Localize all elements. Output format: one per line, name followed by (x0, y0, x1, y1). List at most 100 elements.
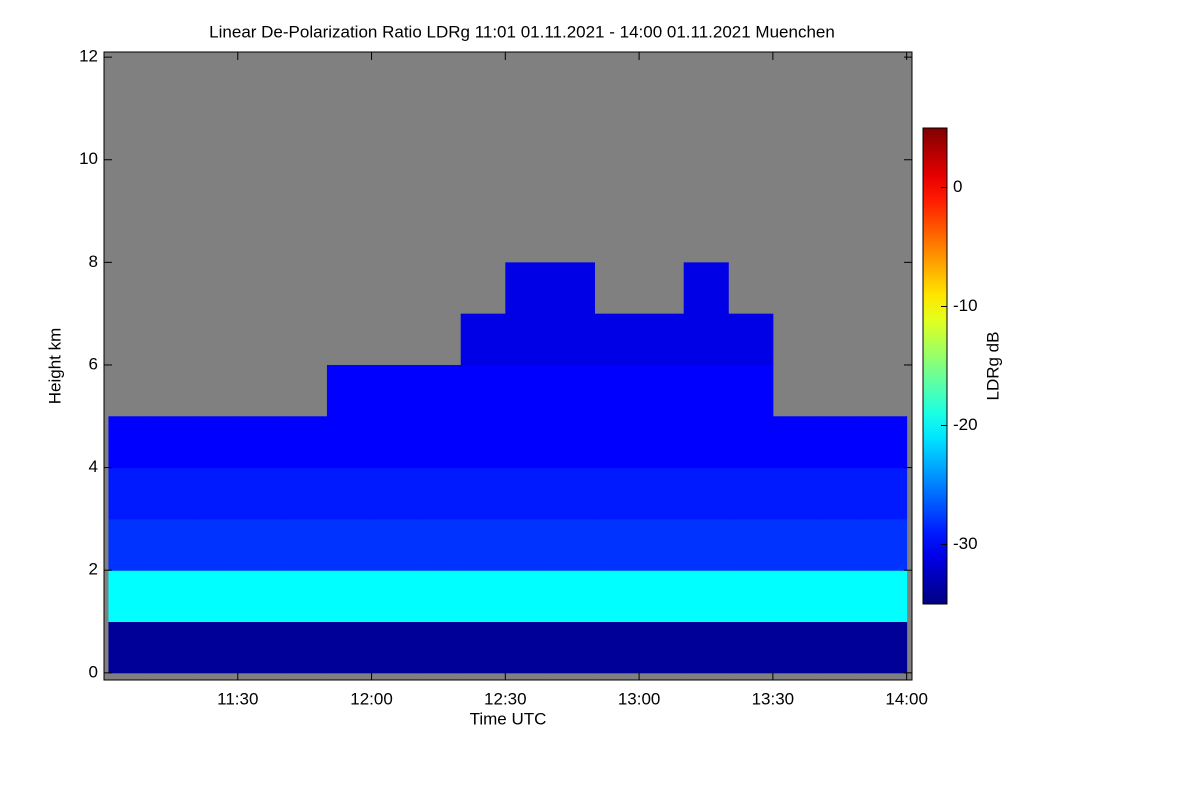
heat-cell (505, 364, 551, 417)
heat-cell (416, 570, 462, 623)
heat-cell (193, 467, 239, 520)
heat-cell (237, 467, 283, 520)
heat-cell (862, 416, 908, 469)
heat-cell (594, 467, 640, 520)
heat-cell (728, 313, 774, 366)
heat-cell (505, 570, 551, 623)
heat-cell (237, 621, 283, 674)
heat-cell (460, 364, 506, 417)
heat-cell (108, 570, 150, 623)
heat-cell (505, 467, 551, 520)
heat-cell (639, 416, 685, 469)
heat-cell (862, 518, 908, 571)
heat-cell (193, 570, 239, 623)
heat-cell (772, 467, 818, 520)
heat-cell (683, 364, 729, 417)
heat-cell (772, 518, 818, 571)
heat-cell (371, 416, 417, 469)
heat-cell (728, 467, 774, 520)
heat-cell (237, 416, 283, 469)
heat-cell (817, 416, 863, 469)
heat-cell (460, 518, 506, 571)
heat-cell (282, 570, 328, 623)
x-tick-label: 12:30 (484, 689, 527, 708)
heat-cell (505, 518, 551, 571)
colorbar-label: LDRg dB (983, 332, 1002, 401)
x-tick-label: 12:00 (350, 689, 393, 708)
colorbar-tick-label: -30 (953, 534, 978, 553)
heat-cell (683, 467, 729, 520)
heat-cell (505, 262, 551, 315)
heat-cell (282, 621, 328, 674)
colorbar-tick-label: -20 (953, 415, 978, 434)
heat-cell (817, 518, 863, 571)
x-axis-label: Time UTC (470, 709, 547, 728)
heat-cell (772, 416, 818, 469)
heat-cell (728, 364, 774, 417)
heat-cell (639, 570, 685, 623)
heat-cell (371, 364, 417, 417)
heat-cell (282, 467, 328, 520)
heat-cell (549, 621, 595, 674)
heat-cell (371, 467, 417, 520)
heat-cell (817, 467, 863, 520)
x-tick-label: 13:30 (752, 689, 795, 708)
heat-cell (193, 416, 239, 469)
heat-cell (326, 364, 373, 417)
y-tick-label: 12 (79, 47, 98, 66)
heat-cell (148, 621, 194, 674)
heat-cell (728, 621, 774, 674)
y-tick-label: 2 (89, 560, 98, 579)
x-tick-label: 14:00 (885, 689, 928, 708)
heat-cell (326, 518, 373, 571)
heat-cell (772, 570, 818, 623)
heat-cell (460, 621, 506, 674)
y-tick-label: 8 (89, 252, 98, 271)
heat-cell (549, 364, 595, 417)
heat-cell (817, 570, 863, 623)
heat-cell (148, 518, 194, 571)
heat-cell (505, 313, 551, 366)
y-tick-label: 6 (89, 354, 98, 373)
heat-cell (460, 313, 506, 366)
heat-cell (817, 621, 863, 674)
heat-cell (639, 621, 685, 674)
heat-cell (683, 262, 729, 315)
heat-cell (416, 621, 462, 674)
heat-cell (862, 467, 908, 520)
heat-cell (237, 518, 283, 571)
heat-cell (639, 467, 685, 520)
heat-cell (108, 467, 150, 520)
heat-cell (862, 570, 908, 623)
heat-cell (148, 467, 194, 520)
x-tick-label: 11:30 (217, 689, 258, 708)
y-tick-label: 10 (79, 149, 98, 168)
heat-cell (326, 570, 373, 623)
heat-cell (193, 621, 239, 674)
heat-cell (594, 364, 640, 417)
heat-cell (371, 570, 417, 623)
colorbar-tick-label: 0 (953, 177, 962, 196)
heat-cell (594, 621, 640, 674)
heat-cell (549, 518, 595, 571)
heat-cell (549, 416, 595, 469)
heat-cell (728, 416, 774, 469)
heat-cell (639, 364, 685, 417)
heat-cell (683, 313, 729, 366)
heat-cell (326, 621, 373, 674)
heat-cell (594, 416, 640, 469)
heat-cell (505, 416, 551, 469)
heat-cell (326, 467, 373, 520)
heat-cell (683, 416, 729, 469)
heat-cell (108, 518, 150, 571)
heat-cell (416, 518, 462, 571)
heat-cell (416, 467, 462, 520)
heat-cell (683, 621, 729, 674)
heat-cell (549, 570, 595, 623)
heat-cell (237, 570, 283, 623)
heat-cell (282, 416, 328, 469)
heat-cell (148, 416, 194, 469)
heat-cell (594, 518, 640, 571)
heat-cell (683, 570, 729, 623)
